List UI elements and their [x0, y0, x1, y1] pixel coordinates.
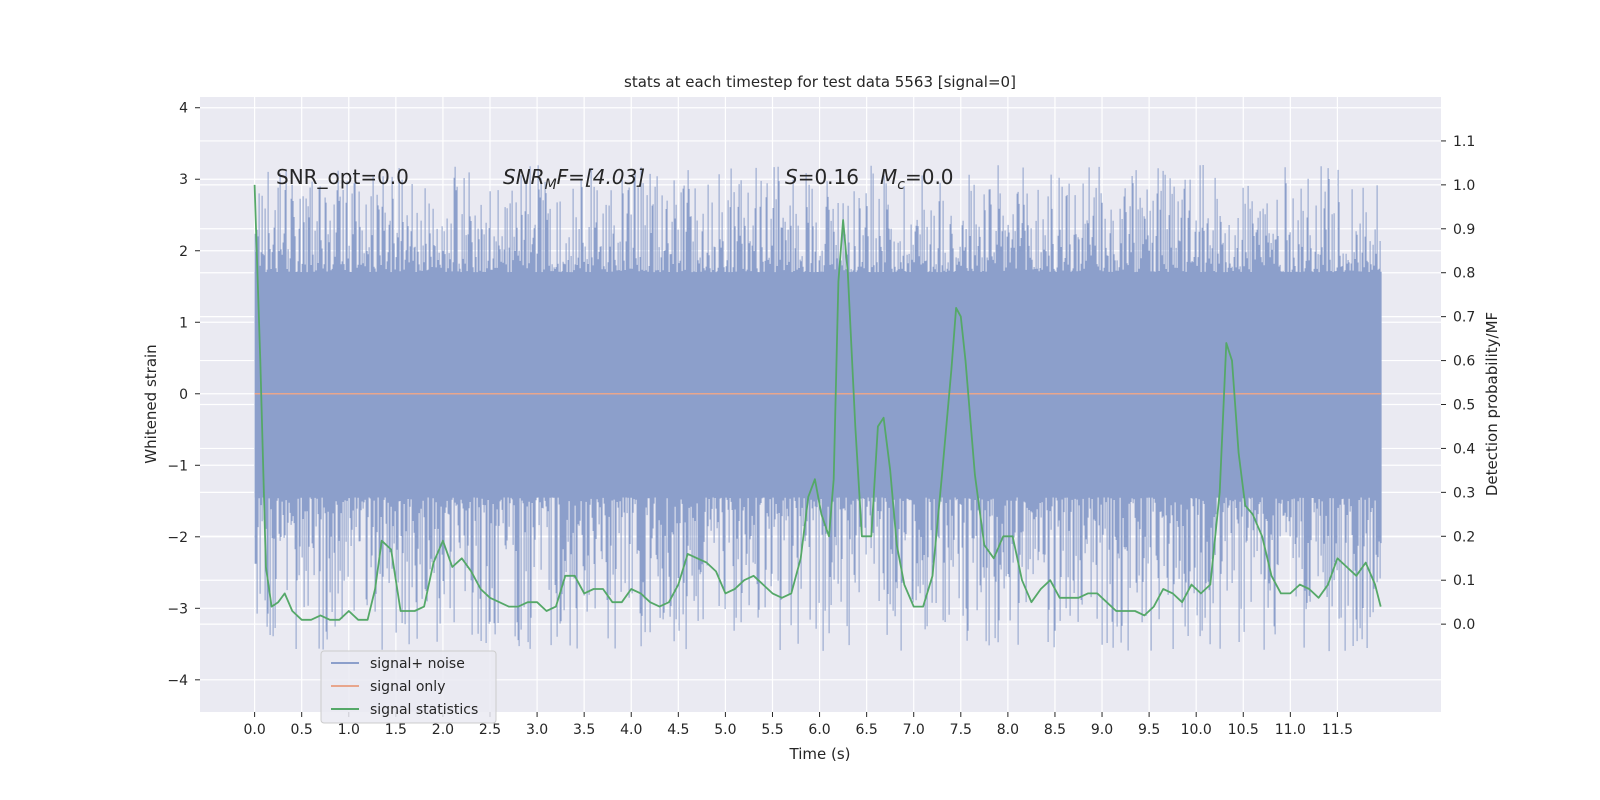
x-tick-label-21: 10.5	[1228, 722, 1259, 738]
noise-series	[254, 165, 1382, 652]
chart-title: stats at each timestep for test data 556…	[624, 73, 1016, 91]
x-tick-label-1: 0.5	[291, 722, 313, 738]
y-left-axis-ticks: −4 −3 −2 −1 0 1 2 3 4	[167, 101, 200, 689]
x-tick-label-3: 1.5	[385, 722, 407, 738]
x-tick-label-13: 6.5	[856, 722, 878, 738]
x-tick-label-9: 4.5	[667, 722, 689, 738]
x-tick-label-5: 2.5	[479, 722, 501, 738]
y-left-tick-label-2: −2	[167, 530, 188, 546]
x-tick-label-15: 7.5	[950, 722, 972, 738]
x-tick-label-20: 10.0	[1181, 722, 1212, 738]
x-tick-label-16: 8.0	[997, 722, 1019, 738]
y-right-tick-label-4: 0.4	[1453, 441, 1475, 457]
annotation-mc: Mc=0.0	[880, 165, 954, 193]
y-right-tick-label-10: 1.0	[1453, 178, 1475, 194]
y-right-tick-label-5: 0.5	[1453, 398, 1475, 414]
y-left-tick-label-4: 0	[179, 387, 188, 403]
x-tick-label-2: 1.0	[338, 722, 360, 738]
y-right-axis-label: Detection probability/MF	[1483, 312, 1501, 496]
x-tick-label-10: 5.0	[714, 722, 736, 738]
legend-box	[320, 650, 497, 724]
annotation-snr-mf: SNRMF=[4.03]	[503, 165, 645, 193]
x-axis-ticks: 0.0 0.5 1.0 1.5 2.0 2.5 3.0 3.5 4.0 4.5 5.0 5.5 6.0 6…	[243, 712, 1353, 738]
y-right-tick-label-2: 0.2	[1453, 529, 1475, 545]
x-tick-label-0: 0.0	[243, 722, 265, 738]
signal-statistics-line	[253, 184, 1382, 621]
legend-label-noise: signal+ noise	[370, 656, 465, 672]
x-tick-label-17: 8.5	[1044, 722, 1066, 738]
y-left-tick-label-7: 3	[179, 172, 188, 188]
x-tick-label-7: 3.5	[573, 722, 595, 738]
x-tick-label-4: 2.0	[432, 722, 454, 738]
annotation-snr-mf-rest: F=[4.03]	[557, 165, 645, 189]
noise-trace	[254, 165, 1382, 652]
plot-area	[200, 97, 1441, 712]
x-tick-label-12: 6.0	[808, 722, 830, 738]
x-tick-label-19: 9.5	[1138, 722, 1160, 738]
x-tick-label-22: 11.0	[1275, 722, 1306, 738]
annotation-s-main: S	[785, 165, 798, 189]
annotation-s-rest: =0.16	[798, 165, 859, 189]
x-axis-label: Time (s)	[789, 745, 851, 763]
annotation-snr-opt: SNR_opt=0.0	[276, 165, 409, 189]
y-right-tick-label-8: 0.8	[1453, 266, 1475, 282]
annotation-mc-rest: =0.0	[905, 165, 954, 189]
legend-label-stats: signal statistics	[370, 702, 478, 718]
x-tick-label-18: 9.0	[1091, 722, 1113, 738]
y-left-tick-label-1: −3	[167, 601, 188, 617]
y-left-axis-label: Whitened strain	[142, 344, 160, 463]
y-right-tick-label-7: 0.7	[1453, 310, 1475, 326]
annotation-mc-main: M	[880, 165, 897, 189]
y-left-tick-label-8: 4	[179, 101, 188, 117]
x-tick-label-11: 5.5	[761, 722, 783, 738]
legend: signal+ noise signal only signal statist…	[320, 650, 497, 724]
legend-label-signal: signal only	[370, 679, 445, 695]
annotations: SNR_opt=0.0 SNRMF=[4.03] S=0.16 Mc=0.0	[276, 165, 954, 193]
y-right-tick-label-9: 0.9	[1453, 222, 1475, 238]
y-right-tick-label-3: 0.3	[1453, 485, 1475, 501]
y-left-tick-label-6: 2	[179, 244, 188, 260]
y-right-tick-label-11: 1.1	[1453, 134, 1475, 150]
x-tick-label-14: 7.0	[903, 722, 925, 738]
y-right-axis-ticks: 0.0 0.1 0.2 0.3 0.4 0.5 0.6 0.7 0.8 0.9 1.0 1.1	[1441, 134, 1475, 633]
annotation-s: S=0.16	[785, 165, 859, 189]
y-right-tick-label-6: 0.6	[1453, 354, 1475, 370]
annotation-snr-mf-sub: M	[545, 177, 557, 193]
y-left-tick-label-5: 1	[179, 315, 188, 331]
annotation-snr-mf-main: SNR	[503, 165, 545, 189]
y-right-tick-label-1: 0.1	[1453, 573, 1475, 589]
y-left-tick-label-3: −1	[167, 458, 188, 474]
x-tick-label-8: 4.0	[620, 722, 642, 738]
annotation-mc-sub: c	[897, 177, 905, 193]
x-tick-label-23: 11.5	[1322, 722, 1353, 738]
y-left-tick-label-0: −4	[167, 673, 188, 689]
x-tick-label-6: 3.0	[526, 722, 548, 738]
y-right-tick-label-0: 0.0	[1453, 617, 1475, 633]
